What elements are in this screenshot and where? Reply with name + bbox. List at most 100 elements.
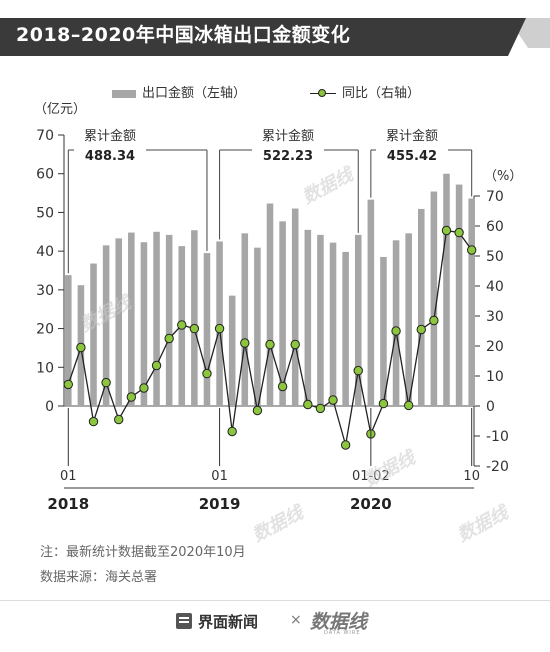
right-axis-tick-label: 10 — [486, 369, 504, 385]
export-bar — [102, 245, 110, 406]
right-axis-unit: （%） — [484, 169, 522, 184]
x-axis-year-label: 2020 — [350, 495, 392, 513]
export-bar — [392, 240, 400, 406]
notes: 注：最新统计数据截至2020年10月 数据来源：海关总署 — [40, 540, 246, 590]
chart: 010203040506070（亿元）-20-10010203040506070… — [34, 102, 522, 513]
x-axis-year-label: 2018 — [47, 495, 89, 513]
right-axis-tick-label: 20 — [486, 339, 504, 355]
yoy-point — [290, 339, 300, 350]
brand-datawire-subtitle: DATA WIRE — [324, 630, 361, 636]
export-bar — [228, 295, 236, 406]
export-bar — [191, 230, 198, 406]
left-axis-tick-label: 0 — [45, 399, 54, 415]
yoy-point — [177, 320, 187, 330]
chart-title: 2018–2020年中国冰箱出口金额变化 — [16, 24, 351, 46]
x-axis-tick-label: 01 — [211, 469, 228, 484]
left-axis-tick-label: 70 — [36, 128, 54, 144]
right-axis-tick-label: 60 — [486, 219, 504, 235]
legend: 出口金额（左轴） 同比（右轴） — [0, 82, 550, 102]
title-banner — [0, 18, 550, 56]
export-bar — [342, 251, 349, 406]
yoy-point — [101, 377, 111, 388]
yoy-point — [265, 339, 275, 350]
export-bar — [203, 253, 211, 406]
yoy-point — [391, 326, 401, 336]
export-bar — [291, 208, 299, 406]
title-banner-background — [0, 18, 526, 56]
brand-jiemian: 界面新闻 — [198, 613, 259, 631]
cumulative-value: 488.34 — [85, 149, 135, 164]
legend-item-yoy: 同比（右轴） — [310, 82, 420, 101]
yoy-point — [353, 365, 363, 376]
yoy-point — [214, 323, 225, 334]
yoy-point — [429, 315, 439, 326]
right-axis-tick-label: -20 — [486, 459, 509, 475]
yoy-point — [328, 395, 338, 405]
export-bar — [279, 221, 286, 406]
x-axis-tick-label: 10 — [463, 469, 480, 484]
data-source-note: 数据来源：海关总署 — [40, 570, 158, 585]
yoy-point — [63, 379, 74, 390]
left-axis-tick-label: 30 — [36, 283, 54, 299]
export-bar — [417, 208, 425, 406]
right-axis-tick-label: 50 — [486, 249, 504, 265]
yoy-point — [466, 245, 477, 255]
bar-swatch-icon — [112, 89, 136, 98]
left-axis-tick-label: 40 — [36, 244, 54, 260]
export-bar — [443, 173, 450, 406]
yoy-point — [315, 403, 326, 414]
export-bar — [304, 229, 312, 406]
yoy-point — [240, 338, 250, 348]
left-axis-tick-label: 20 — [36, 322, 54, 338]
left-axis-unit: （亿元） — [34, 102, 86, 117]
yoy-point — [88, 416, 99, 427]
line-marker-swatch-icon — [310, 88, 336, 100]
right-axis-tick-label: 30 — [486, 309, 504, 325]
legend-bar-label: 出口金额（左轴） — [142, 86, 247, 101]
export-bar — [241, 233, 249, 406]
yoy-point — [76, 342, 86, 353]
yoy-point — [441, 225, 452, 236]
export-bar — [266, 203, 274, 406]
right-axis-tick-label: 70 — [486, 189, 504, 205]
export-bar — [455, 184, 463, 406]
export-bar — [254, 247, 261, 406]
export-bar — [153, 231, 160, 406]
export-bar — [90, 263, 97, 406]
footer-divider — [0, 600, 550, 601]
yoy-point — [454, 227, 464, 238]
brand-datawire-logo: 数据线 — [310, 611, 368, 633]
yoy-point — [189, 323, 200, 334]
x-axis-year-label: 2019 — [199, 495, 241, 513]
yoy-point — [252, 405, 263, 416]
export-bar — [317, 234, 324, 406]
export-bar — [329, 242, 337, 406]
export-bar — [430, 191, 438, 406]
cumulative-label: 累计金额 — [262, 128, 314, 144]
yoy-point — [277, 381, 288, 392]
left-axis-tick-label: 60 — [36, 167, 54, 183]
legend-line-label: 同比（右轴） — [342, 86, 421, 101]
yoy-point — [378, 398, 389, 409]
footer: 界面新闻 × 数据线 DATA WIRE — [0, 606, 550, 636]
jiemian-logo-icon — [176, 613, 192, 629]
yoy-point — [227, 426, 237, 437]
export-bar — [128, 232, 135, 406]
export-bar — [65, 275, 72, 406]
times-icon: × — [290, 612, 302, 628]
export-bar — [165, 234, 173, 406]
cumulative-value: 455.42 — [387, 149, 437, 164]
export-bar — [140, 242, 148, 406]
cumulative-value: 522.23 — [263, 149, 313, 164]
export-bar — [354, 234, 362, 406]
legend-item-export-value: 出口金额（左轴） — [112, 82, 246, 101]
yoy-point — [139, 383, 149, 393]
x-axis-tick-label: 01 — [60, 469, 77, 484]
left-axis-tick-label: 10 — [36, 360, 54, 376]
export-bar — [367, 199, 375, 406]
export-bar — [380, 256, 387, 406]
right-axis-tick-label: -10 — [486, 429, 509, 445]
export-bar — [468, 198, 475, 406]
yoy-point — [126, 392, 137, 402]
